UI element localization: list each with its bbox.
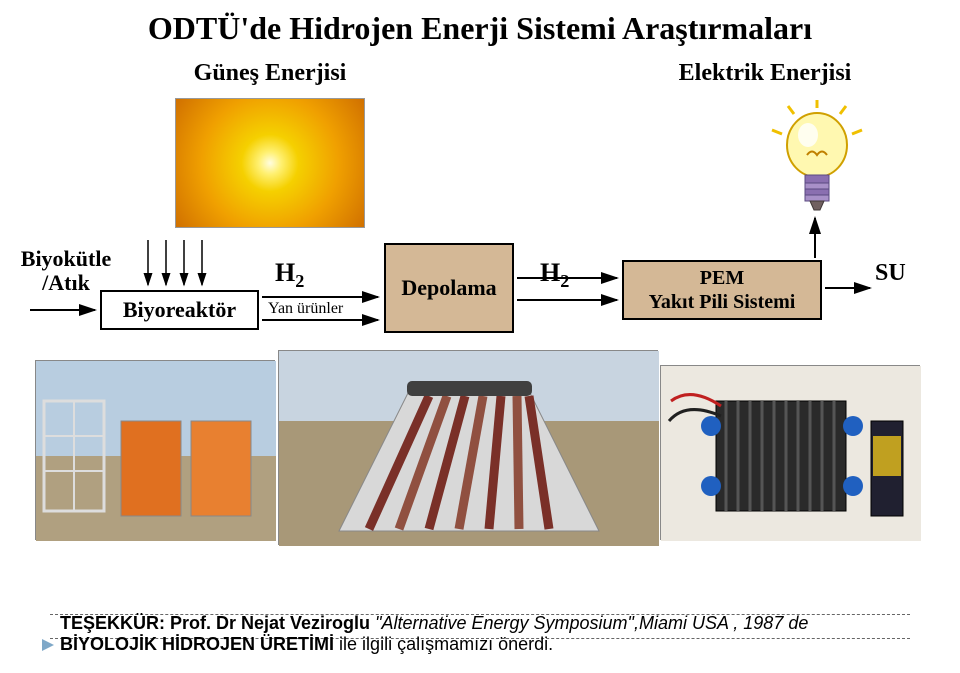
footer-rest: ile ilgili çalışmamızı önerdi. bbox=[339, 634, 553, 654]
bullet-icon bbox=[42, 639, 54, 651]
footer-bold2: BİYOLOJİK HİDROJEN ÜRETİMİ bbox=[60, 634, 334, 654]
photo-mid bbox=[278, 350, 658, 545]
arrows bbox=[0, 0, 960, 673]
photo-right bbox=[660, 365, 920, 540]
footer-prefix: TEŞEKKÜR: Prof. Dr Nejat Veziroglu bbox=[60, 613, 370, 633]
photo-left bbox=[35, 360, 275, 540]
footer-text: TEŞEKKÜR: Prof. Dr Nejat Veziroglu "Alte… bbox=[60, 613, 900, 655]
footer-italic: "Alternative Energy Symposium",Miami USA… bbox=[375, 613, 808, 633]
